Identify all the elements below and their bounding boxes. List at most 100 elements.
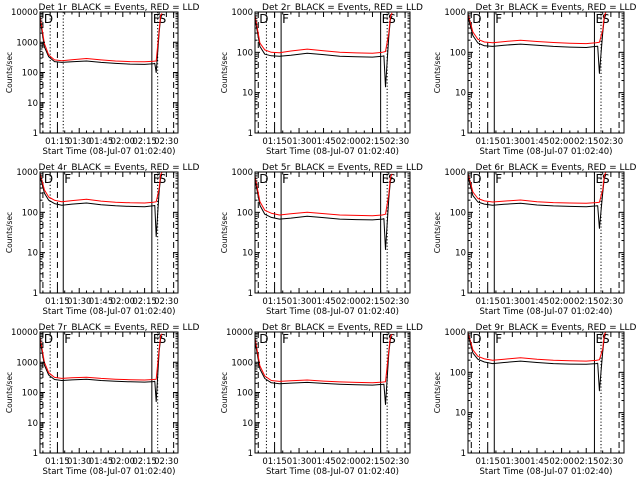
x-axis-label: Start Time (08-Jul-07 01:02:40) — [266, 467, 399, 477]
x-tick-label: 01:45 — [89, 137, 114, 147]
x-tick-label: 01:30 — [67, 137, 92, 147]
event-marker-label: D — [259, 172, 268, 186]
y-axis-label: Counts/sec — [433, 52, 442, 93]
x-tick-label: 01:45 — [89, 297, 114, 307]
lld-series-line — [40, 333, 163, 381]
x-tick-label: 01:15 — [45, 457, 70, 467]
y-tick-label: 100 — [22, 69, 38, 79]
x-tick-label: 01:30 — [500, 457, 525, 467]
y-tick-label: 1 — [248, 129, 253, 139]
y-tick-label: 10000 — [226, 328, 253, 338]
x-tick-label: 01:45 — [311, 297, 336, 307]
chart-title: Det 4r_BLACK = Events, RED = LLD — [39, 163, 200, 173]
y-tick-label: 1000 — [16, 358, 38, 368]
event-marker-label: F — [282, 12, 289, 26]
x-axis-label: Start Time (08-Jul-07 01:02:40) — [43, 467, 176, 477]
y-tick-label: 1 — [461, 449, 466, 459]
x-tick-label: 01:30 — [287, 457, 312, 467]
detector-panel-8: D F ES 01:15 01:30 01:45 02:00 02:15 02:30 1 10 100… — [220, 323, 423, 477]
event-marker-label: F — [282, 172, 289, 186]
x-tick-label: 02:00 — [549, 137, 574, 147]
lld-series-line — [255, 12, 393, 54]
y-tick-label: 10 — [27, 419, 38, 429]
chart-title: Det 1r_BLACK = Events, RED = LLD — [39, 3, 200, 13]
event-marker-label: D — [44, 332, 53, 346]
y-tick-label: 100 — [22, 389, 38, 399]
x-tick-label: 02:30 — [154, 297, 179, 307]
event-marker-label: F — [282, 332, 289, 346]
x-tick-label: 02:30 — [599, 457, 624, 467]
plot-frame — [254, 171, 411, 294]
y-tick-label: 1000 — [444, 8, 466, 18]
y-axis-label: Counts/sec — [5, 212, 14, 253]
event-marker-label: F — [64, 332, 71, 346]
y-tick-label: 10 — [242, 419, 253, 429]
plot-frame — [254, 11, 411, 134]
event-marker-label: S — [388, 12, 396, 26]
x-tick-label: 01:45 — [525, 137, 550, 147]
x-tick-label: 01:15 — [262, 457, 287, 467]
event-marker-label: E — [595, 172, 603, 186]
event-marker-label: D — [472, 172, 481, 186]
y-tick-label: 100 — [237, 208, 253, 218]
x-tick-label: 02:15 — [360, 457, 385, 467]
y-tick-label: 10 — [242, 249, 253, 259]
x-tick-label: 02:15 — [360, 137, 385, 147]
y-tick-label: 1000 — [231, 358, 253, 368]
event-marker-label: F — [64, 172, 71, 186]
x-axis-label: Start Time (08-Jul-07 01:02:40) — [480, 307, 613, 317]
chart-title: Det 7r_BLACK = Events, RED = LLD — [39, 323, 200, 333]
events-series-line — [255, 336, 393, 405]
y-tick-label: 10 — [455, 249, 466, 259]
event-marker-label: D — [44, 12, 53, 26]
detector-panel-3: D F ES 01:15 01:30 01:45 02:00 02:15 02:30 1 10 100… — [433, 3, 637, 157]
lld-series-line — [468, 332, 607, 362]
event-marker-label: E — [382, 172, 390, 186]
x-tick-label: 02:15 — [132, 297, 157, 307]
event-marker-label: S — [602, 12, 610, 26]
x-tick-label: 01:45 — [89, 457, 114, 467]
y-tick-label: 10 — [27, 99, 38, 109]
x-tick-label: 01:15 — [45, 137, 70, 147]
y-tick-label: 1 — [248, 289, 253, 299]
y-tick-label: 100 — [22, 208, 38, 218]
y-tick-label: 1 — [33, 129, 38, 139]
x-tick-label: 01:30 — [67, 457, 92, 467]
x-tick-label: 02:15 — [132, 137, 157, 147]
event-marker-label: S — [159, 12, 167, 26]
event-marker-label: E — [595, 12, 603, 26]
y-tick-label: 100 — [450, 48, 466, 58]
x-tick-label: 02:15 — [132, 457, 157, 467]
event-marker-label: F — [495, 172, 502, 186]
x-tick-label: 01:15 — [262, 297, 287, 307]
y-tick-label: 1000 — [16, 38, 38, 48]
x-tick-label: 02:00 — [336, 457, 361, 467]
events-series-line — [40, 335, 163, 403]
y-axis-label: Counts/sec — [220, 212, 229, 253]
lld-series-line — [40, 172, 163, 204]
y-tick-label: 1000 — [231, 8, 253, 18]
event-marker-label: D — [472, 332, 481, 346]
x-tick-label: 01:45 — [525, 457, 550, 467]
x-tick-label: 02:00 — [336, 297, 361, 307]
y-tick-label: 1000 — [444, 328, 466, 338]
lld-series-line — [468, 172, 607, 204]
detector-panel-2: D F ES 01:15 01:30 01:45 02:00 02:15 02:30 1 10 100… — [220, 3, 423, 157]
x-tick-label: 02:15 — [574, 137, 599, 147]
y-tick-label: 1 — [33, 449, 38, 459]
chart-title: Det 9r_BLACK = Events, RED = LLD — [476, 323, 637, 333]
events-series-line — [468, 14, 607, 74]
y-tick-label: 10 — [27, 249, 38, 259]
event-marker-label: S — [159, 172, 167, 186]
y-tick-label: 10000 — [11, 8, 38, 18]
y-tick-label: 100 — [450, 368, 466, 378]
x-tick-label: 01:30 — [500, 137, 525, 147]
y-tick-label: 10000 — [11, 328, 38, 338]
y-tick-label: 10 — [242, 89, 253, 99]
event-marker-label: E — [153, 172, 161, 186]
chart-title: Det 8r_BLACK = Events, RED = LLD — [262, 323, 423, 333]
plot-frame — [39, 171, 179, 294]
